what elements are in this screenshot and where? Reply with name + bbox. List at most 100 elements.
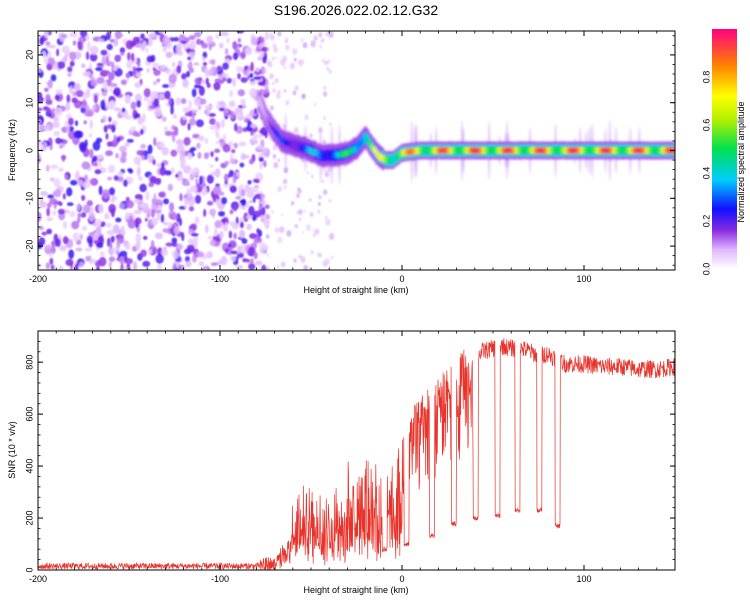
noise-blob bbox=[237, 72, 241, 80]
noise-blob bbox=[329, 122, 332, 126]
noise-blob bbox=[203, 208, 207, 217]
noise-blob bbox=[237, 38, 241, 43]
noise-blob bbox=[239, 230, 245, 239]
noise-blob bbox=[160, 213, 165, 223]
noise-blob bbox=[322, 116, 327, 121]
noise-blob bbox=[38, 153, 41, 164]
noise-blob bbox=[79, 261, 84, 268]
noise-blob bbox=[69, 60, 75, 67]
noise-blob bbox=[289, 62, 295, 70]
noise-blob bbox=[147, 144, 153, 155]
noise-blob bbox=[209, 164, 215, 169]
noise-blob bbox=[55, 238, 61, 248]
noise-blob bbox=[230, 201, 240, 211]
noise-blob bbox=[136, 100, 142, 108]
noise-blob bbox=[240, 77, 248, 83]
noise-blob bbox=[235, 171, 240, 178]
noise-blob bbox=[74, 120, 79, 127]
noise-blob bbox=[164, 170, 172, 176]
noise-blob bbox=[84, 110, 93, 117]
noise-blob bbox=[154, 232, 163, 240]
noise-blob bbox=[208, 44, 212, 51]
noise-blob bbox=[202, 61, 208, 66]
noise-blob bbox=[106, 176, 113, 181]
noise-blob bbox=[46, 164, 50, 172]
noise-blob bbox=[133, 199, 142, 204]
noise-blob bbox=[49, 164, 59, 170]
noise-blob bbox=[231, 149, 236, 154]
noise-blob bbox=[250, 123, 257, 129]
noise-blob bbox=[164, 130, 173, 137]
noise-blob bbox=[241, 154, 250, 159]
noise-blob bbox=[96, 242, 104, 249]
noise-blob bbox=[72, 232, 80, 242]
noise-blob bbox=[222, 144, 231, 153]
noise-blob bbox=[146, 67, 150, 73]
noise-blob bbox=[153, 193, 157, 203]
noise-blob bbox=[188, 67, 194, 74]
noise-blob bbox=[163, 126, 168, 132]
noise-blob bbox=[300, 256, 306, 263]
noise-blob bbox=[220, 218, 228, 223]
noise-blob bbox=[155, 141, 160, 148]
noise-blob bbox=[109, 86, 113, 93]
noise-blob bbox=[236, 65, 244, 73]
noise-blob bbox=[153, 80, 157, 86]
noise-blob bbox=[249, 258, 254, 265]
noise-blob bbox=[47, 79, 53, 89]
noise-blob bbox=[126, 52, 131, 61]
noise-blob bbox=[318, 32, 323, 38]
noise-blob bbox=[213, 81, 221, 91]
noise-blob bbox=[276, 265, 280, 269]
noise-blob bbox=[195, 119, 204, 128]
noise-blob bbox=[248, 158, 254, 165]
noise-blob bbox=[155, 177, 162, 186]
noise-blob bbox=[143, 96, 148, 102]
noise-blob bbox=[135, 72, 142, 77]
noise-blob bbox=[83, 120, 87, 125]
noise-blob bbox=[224, 222, 228, 231]
noise-blob bbox=[224, 160, 229, 166]
noise-blob bbox=[84, 247, 93, 252]
noise-blob bbox=[49, 197, 58, 205]
noise-blob bbox=[242, 258, 248, 263]
noise-blob bbox=[264, 87, 270, 94]
noise-blob bbox=[309, 212, 314, 217]
noise-blob bbox=[206, 174, 214, 184]
y-tick-label: 0 bbox=[24, 567, 34, 572]
noise-blob bbox=[56, 48, 60, 57]
noise-blob bbox=[90, 78, 99, 87]
noise-blob bbox=[71, 220, 80, 230]
noise-blob bbox=[215, 156, 219, 162]
noise-blob bbox=[250, 61, 254, 72]
noise-blob bbox=[194, 216, 200, 225]
noise-blob bbox=[47, 194, 55, 199]
noise-blob bbox=[182, 182, 191, 187]
noise-blob bbox=[159, 166, 167, 176]
noise-blob bbox=[183, 199, 188, 209]
colorbar-ticks: 0.0 0.2 0.4 0.6 0.8 bbox=[701, 71, 711, 276]
noise-blob bbox=[152, 159, 156, 166]
noise-blob bbox=[171, 132, 176, 143]
noise-blob bbox=[318, 194, 322, 200]
noise-blob bbox=[274, 227, 280, 233]
noise-blob bbox=[235, 216, 239, 225]
noise-blob bbox=[76, 90, 84, 98]
noise-blob bbox=[44, 87, 49, 93]
noise-blob bbox=[140, 143, 147, 150]
noise-blob bbox=[161, 162, 165, 169]
y-tick-label: 20 bbox=[24, 50, 34, 60]
noise-blob bbox=[117, 176, 124, 182]
noise-blob bbox=[78, 141, 87, 151]
noise-blob bbox=[228, 230, 233, 239]
noise-blob bbox=[158, 141, 165, 149]
snr-xlabel: Height of straight line (km) bbox=[303, 585, 408, 595]
noise-blob bbox=[197, 151, 202, 160]
noise-blob bbox=[215, 133, 221, 139]
noise-blob bbox=[195, 38, 202, 45]
noise-blob bbox=[67, 72, 72, 78]
noise-blob bbox=[228, 101, 236, 108]
noise-blob bbox=[142, 260, 151, 268]
noise-blob bbox=[38, 107, 43, 112]
